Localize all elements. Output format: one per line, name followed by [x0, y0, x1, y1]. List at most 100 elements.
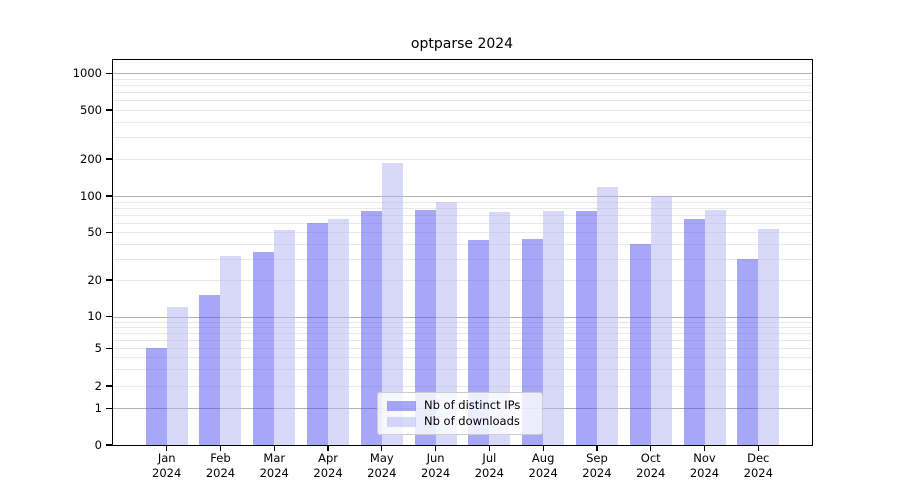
legend-swatch-downloads	[387, 416, 416, 427]
y-tick-mark	[106, 316, 112, 318]
gridline-minor	[113, 339, 812, 341]
x-tick-label: Dec 2024	[743, 451, 773, 480]
y-tick-mark	[106, 279, 112, 281]
bar-distinct-ips	[414, 209, 436, 445]
y-tick-label: 50	[87, 224, 102, 239]
gridline-minor	[113, 348, 812, 350]
x-tick-label: Aug 2024	[528, 451, 558, 480]
bar-distinct-ips	[199, 295, 221, 445]
y-tick-label: 1000	[72, 65, 102, 80]
bar-downloads	[650, 196, 672, 445]
gridline-minor	[113, 100, 812, 102]
gridline-minor	[113, 357, 812, 359]
x-tick-mark	[650, 446, 652, 451]
axis-spine-left	[111, 59, 114, 446]
bar-downloads	[543, 211, 565, 445]
x-tick-mark	[488, 446, 490, 451]
legend-item-distinct-ips: Nb of distinct IPs	[387, 399, 542, 412]
x-tick-label: Mar 2024	[259, 451, 289, 480]
bar-downloads	[489, 212, 511, 445]
x-tick-mark	[219, 446, 222, 451]
y-tick-mark	[106, 347, 112, 349]
gridline-minor	[113, 201, 812, 203]
x-tick-mark	[381, 446, 383, 451]
y-tick-label: 0	[94, 437, 102, 452]
axis-spine-bottom	[111, 444, 814, 446]
y-tick-mark	[106, 407, 112, 409]
gridline-decade	[113, 73, 812, 75]
y-tick-mark	[106, 195, 112, 197]
bar-distinct-ips	[575, 211, 597, 445]
x-tick-mark	[273, 446, 275, 451]
y-tick-label: 5	[94, 340, 102, 355]
legend: Nb of distinct IPs Nb of downloads	[377, 392, 543, 435]
gridline-minor	[113, 85, 812, 87]
bar-distinct-ips	[629, 243, 651, 445]
x-tick-mark	[435, 446, 437, 451]
y-tick-label: 10	[87, 309, 102, 324]
gridline-minor	[113, 321, 812, 323]
bar-downloads	[758, 229, 780, 445]
x-tick-label: Oct 2024	[636, 451, 666, 480]
axis-spine-right	[811, 59, 814, 446]
legend-swatch-distinct-ips	[387, 400, 416, 411]
legend-label-distinct-ips: Nb of distinct IPs	[424, 398, 521, 412]
bar-distinct-ips	[360, 211, 382, 445]
y-tick-label: 20	[87, 272, 102, 287]
y-tick-label: 1	[94, 400, 102, 415]
gridline-minor	[113, 159, 812, 160]
gridline-minor	[113, 326, 812, 328]
x-tick-label: Jan 2024	[152, 451, 182, 480]
bar-downloads	[596, 187, 618, 445]
bar-downloads	[704, 210, 726, 445]
x-tick-label: Feb 2024	[205, 451, 236, 480]
gridline-minor	[113, 258, 812, 260]
gridline-minor	[113, 332, 812, 334]
y-tick-mark	[106, 444, 112, 446]
x-tick-label: Nov 2024	[689, 451, 720, 480]
gridline-minor	[113, 280, 812, 281]
gridline-minor	[113, 92, 812, 94]
x-tick-mark	[596, 446, 598, 451]
bar-downloads	[328, 218, 350, 445]
bar-downloads	[274, 230, 296, 445]
x-tick-label: Sep 2024	[582, 451, 612, 480]
y-tick-label: 200	[80, 151, 102, 166]
x-tick-mark	[327, 446, 329, 451]
gridline-minor	[113, 369, 812, 371]
gridline-minor	[113, 222, 812, 224]
y-tick-mark	[106, 231, 112, 233]
y-tick-mark	[106, 158, 112, 160]
gridline-decade	[113, 316, 812, 318]
x-tick-mark	[166, 446, 168, 451]
bar-distinct-ips	[737, 258, 759, 445]
axis-spine-top	[111, 59, 814, 61]
y-tick-label: 2	[94, 378, 102, 393]
x-tick-label: Jul 2024	[474, 451, 505, 480]
y-tick-mark	[106, 385, 112, 387]
legend-item-downloads: Nb of downloads	[387, 415, 542, 428]
bar-distinct-ips	[307, 222, 329, 445]
chart-title: optparse 2024	[410, 36, 514, 52]
y-tick-label: 100	[80, 188, 102, 203]
x-tick-label: Jun 2024	[420, 451, 451, 480]
gridline-minor	[113, 243, 812, 245]
x-tick-mark	[542, 446, 544, 451]
gridline-minor	[113, 232, 812, 234]
bar-distinct-ips	[683, 218, 705, 445]
gridline-minor	[113, 121, 812, 123]
x-tick-mark	[757, 446, 759, 451]
gridline-decade	[113, 195, 812, 198]
y-tick-mark	[106, 109, 112, 111]
gridline-minor	[113, 110, 812, 111]
x-tick-label: May 2024	[367, 451, 397, 480]
y-tick-mark	[106, 72, 112, 74]
legend-label-downloads: Nb of downloads	[424, 414, 520, 428]
x-tick-label: Apr 2024	[313, 451, 343, 480]
plot-area	[113, 60, 812, 445]
y-tick-label: 500	[80, 102, 102, 117]
bar-downloads	[435, 201, 457, 445]
gridline-minor	[113, 386, 812, 387]
gridline-minor	[113, 214, 812, 216]
